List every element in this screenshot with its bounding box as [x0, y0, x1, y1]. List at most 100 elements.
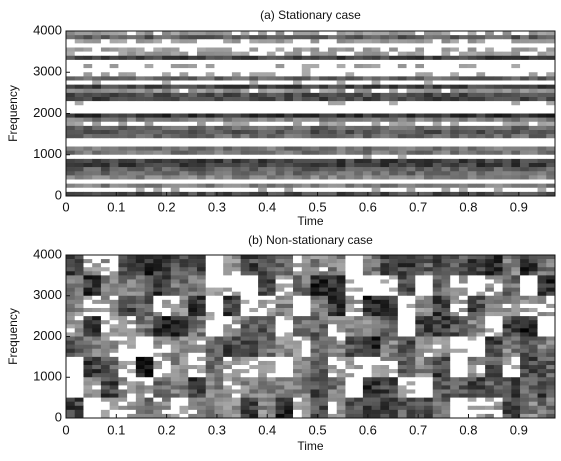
- spectrogram-cell: [249, 118, 258, 122]
- spectrogram-cell: [407, 118, 416, 122]
- spectrogram-cell: [258, 97, 267, 101]
- spectrogram-cell: [83, 184, 92, 188]
- spectrogram-cell: [276, 288, 285, 292]
- spectrogram-cell: [66, 134, 75, 138]
- spectrogram-cell: [433, 105, 442, 109]
- spectrogram-cell: [232, 345, 241, 349]
- spectrogram-cell: [188, 109, 197, 113]
- spectrogram-cell: [389, 109, 398, 113]
- spectrogram-cell: [538, 43, 547, 47]
- spectrogram-cell: [468, 114, 477, 118]
- spectrogram-cell: [188, 134, 197, 138]
- spectrogram-cell: [380, 316, 389, 320]
- spectrogram-cell: [241, 341, 250, 345]
- spectrogram-cell: [433, 394, 442, 398]
- spectrogram-cell: [389, 337, 398, 341]
- spectrogram-cell: [267, 93, 276, 97]
- spectrogram-cell: [118, 369, 127, 373]
- spectrogram-cell: [223, 31, 232, 35]
- spectrogram-cell: [354, 31, 363, 35]
- spectrogram-cell: [162, 89, 171, 93]
- spectrogram-cell: [293, 109, 302, 113]
- spectrogram-cell: [197, 105, 206, 109]
- spectrogram-cell: [372, 263, 381, 267]
- spectrogram-cell: [197, 93, 206, 97]
- spectrogram-cell: [127, 324, 136, 328]
- spectrogram-cell: [66, 398, 75, 402]
- spectrogram-cell: [232, 130, 241, 134]
- spectrogram-cell: [145, 43, 154, 47]
- spectrogram-cell: [214, 263, 223, 267]
- spectrogram-cell: [232, 43, 241, 47]
- spectrogram-cell: [293, 81, 302, 85]
- spectrogram-cell: [197, 171, 206, 175]
- spectrogram-cell: [311, 320, 320, 324]
- spectrogram-cell: [345, 105, 354, 109]
- spectrogram-cell: [398, 353, 407, 357]
- spectrogram-cell: [546, 320, 555, 324]
- spectrogram-cell: [293, 122, 302, 126]
- spectrogram-cell: [380, 184, 389, 188]
- spectrogram-cell: [197, 267, 206, 271]
- spectrogram-cell: [284, 64, 293, 68]
- spectrogram-cell: [188, 259, 197, 263]
- spectrogram-cell: [476, 328, 485, 332]
- spectrogram-cell: [354, 155, 363, 159]
- spectrogram-cell: [75, 332, 84, 336]
- spectrogram-cell: [302, 118, 311, 122]
- spectrogram-cell: [354, 163, 363, 167]
- spectrogram-cell: [66, 180, 75, 184]
- spectrogram-cell: [468, 155, 477, 159]
- spectrogram-cell: [546, 52, 555, 56]
- spectrogram-cell: [529, 406, 538, 410]
- spectrogram-cell: [258, 275, 267, 279]
- x-tick-label: 0.6: [359, 199, 377, 214]
- spectrogram-cell: [267, 188, 276, 192]
- spectrogram-cell: [145, 142, 154, 146]
- spectrogram-cell: [162, 381, 171, 385]
- spectrogram-cell: [136, 255, 145, 259]
- spectrogram-cell: [415, 332, 424, 336]
- spectrogram-cell: [241, 114, 250, 118]
- spectrogram-cell: [66, 142, 75, 146]
- spectrogram-cell: [136, 369, 145, 373]
- spectrogram-cell: [206, 349, 215, 353]
- spectrogram-cell: [529, 341, 538, 345]
- spectrogram-cell: [66, 402, 75, 406]
- spectrogram-cell: [171, 97, 180, 101]
- spectrogram-cell: [468, 134, 477, 138]
- spectrogram-cell: [180, 385, 189, 389]
- spectrogram-cell: [284, 381, 293, 385]
- spectrogram-cell: [171, 312, 180, 316]
- spectrogram-cell: [101, 267, 110, 271]
- spectrogram-cell: [468, 255, 477, 259]
- spectrogram-cell: [389, 275, 398, 279]
- spectrogram-cell: [476, 188, 485, 192]
- spectrogram-cell: [110, 138, 119, 142]
- spectrogram-cell: [311, 97, 320, 101]
- spectrogram-cell: [476, 147, 485, 151]
- spectrogram-cell: [363, 35, 372, 39]
- spectrogram-cell: [197, 147, 206, 151]
- spectrogram-cell: [529, 122, 538, 126]
- spectrogram-cell: [538, 292, 547, 296]
- spectrogram-cell: [494, 304, 503, 308]
- spectrogram-cell: [407, 109, 416, 113]
- spectrogram-cell: [424, 402, 433, 406]
- spectrogram-cell: [302, 410, 311, 414]
- spectrogram-cell: [546, 171, 555, 175]
- spectrogram-cell: [529, 134, 538, 138]
- spectrogram-cell: [197, 151, 206, 155]
- spectrogram-cell: [494, 300, 503, 304]
- spectrogram-cell: [398, 271, 407, 275]
- spectrogram-cell: [546, 114, 555, 118]
- spectrogram-cell: [311, 312, 320, 316]
- spectrogram-cell: [258, 130, 267, 134]
- spectrogram-cell: [197, 64, 206, 68]
- spectrogram-cell: [407, 398, 416, 402]
- spectrogram-cell: [276, 398, 285, 402]
- spectrogram-cell: [476, 101, 485, 105]
- spectrogram-cell: [407, 167, 416, 171]
- spectrogram-cell: [302, 122, 311, 126]
- spectrogram-cell: [66, 284, 75, 288]
